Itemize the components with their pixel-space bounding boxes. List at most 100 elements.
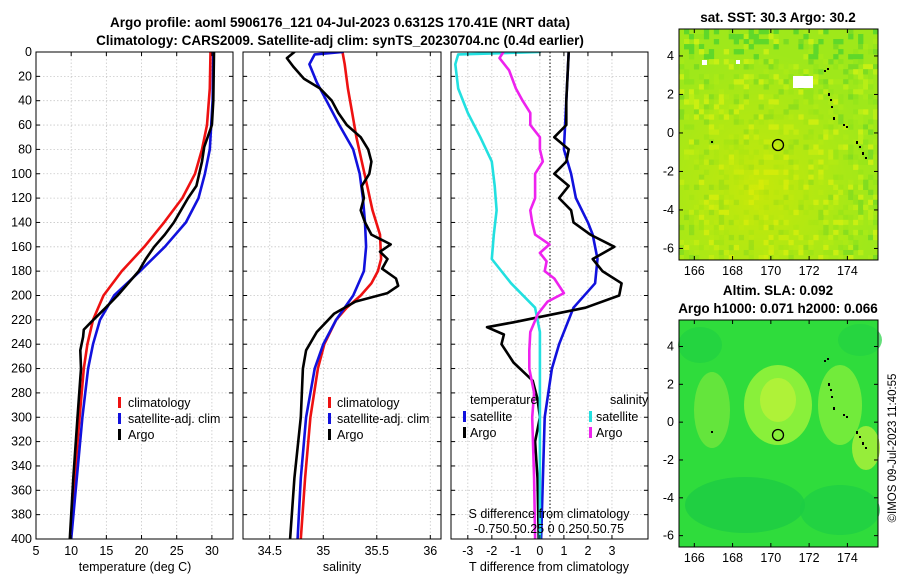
series-argo <box>285 52 400 539</box>
legend-swatch-s-argo <box>589 427 592 438</box>
depth-tick-label: 100 <box>11 167 32 181</box>
sst-missing-patch <box>793 76 813 88</box>
salinity-panel: 34.5 35 35.5 36 salinity climatology satell… <box>242 51 442 574</box>
temperature-grid <box>35 51 233 540</box>
legend-label-climatology: climatology <box>128 396 191 410</box>
map-y-tick-label: 4 <box>667 339 674 353</box>
map-y-tick-label: -2 <box>663 453 674 467</box>
salinity-xlabel: salinity <box>323 560 362 574</box>
legend-swatch-satellite <box>118 413 121 424</box>
legend-swatch-t-satellite <box>463 411 466 422</box>
map-x-tick-label: 166 <box>684 551 705 565</box>
x-tick-label: 30 <box>205 544 219 558</box>
legend-title-temperature: temperature <box>470 393 537 407</box>
map-y-tick-label: 2 <box>667 377 674 391</box>
map-x-tick-label: 172 <box>799 264 820 278</box>
x-tick-label: 0 <box>536 544 543 558</box>
legend-label-argo: Argo <box>128 428 154 442</box>
difference-lines <box>453 52 623 539</box>
depth-tick-label: 300 <box>11 410 32 424</box>
map-y-tick-label: 0 <box>667 415 674 429</box>
sla-coastline-islands <box>711 358 867 449</box>
legend-label-s-argo: Argo <box>596 426 622 440</box>
x-tick-label: 5 <box>33 544 40 558</box>
series-t-argo <box>485 52 623 539</box>
legend-title-salinity: salinity <box>610 393 649 407</box>
difference-top-axis-label: S difference from climatology <box>469 507 631 521</box>
x-tick-label: 34.5 <box>258 544 282 558</box>
difference-xlabel: T difference from climatology <box>469 560 630 574</box>
map-y-tick-label: 4 <box>667 49 674 63</box>
depth-tick-label: 380 <box>11 508 32 522</box>
legend-label-s-satellite: satellite <box>596 410 638 424</box>
x-tick-label: 20 <box>135 544 149 558</box>
salinity-grid <box>243 51 441 540</box>
series-climatology <box>69 52 212 539</box>
x-tick-label: -3 <box>462 544 473 558</box>
depth-tick-label: 60 <box>18 118 32 132</box>
map-y-tick-label: -6 <box>663 241 674 255</box>
title-line-2: Climatology: CARS2009. Satellite-adj cli… <box>96 33 584 48</box>
depth-tick-label: 240 <box>11 337 32 351</box>
map-x-tick-label: 166 <box>684 264 705 278</box>
sst-map-frame <box>678 28 879 261</box>
map-x-tick-label: 168 <box>722 551 743 565</box>
x-tick-label: 2 <box>584 544 591 558</box>
sst-map: sat. SST: 30.3 Argo: 30.2 166 168 170 172 17… <box>663 10 879 278</box>
sla-map-ticks: 166 168 170 172 174 4 2 0 -2 -4 -6 <box>663 320 878 565</box>
sst-missing-pixel <box>702 60 707 65</box>
x-tick-label: -1 <box>510 544 521 558</box>
x-tick-label: 15 <box>99 544 113 558</box>
map-y-tick-label: -2 <box>663 164 674 178</box>
series-climatology <box>299 52 383 539</box>
depth-tick-label: 180 <box>11 264 32 278</box>
depth-tick-label: 160 <box>11 240 32 254</box>
map-x-tick-label: 170 <box>760 264 781 278</box>
temperature-legend: climatology satellite-adj. clim Argo <box>118 396 220 442</box>
map-y-tick-label: 0 <box>667 126 674 140</box>
map-x-tick-label: 168 <box>722 264 743 278</box>
imos-watermark: ©IMOS 09-Jul-2023 11:40:55 <box>887 374 899 523</box>
depth-tick-label: 260 <box>11 362 32 376</box>
x-tick-label: 35.5 <box>365 544 389 558</box>
x-tick-label: 35 <box>316 544 330 558</box>
sst-map-ticks: 166 168 170 172 174 4 2 0 -2 -4 -6 <box>663 29 878 278</box>
salinity-ticks: 34.5 35 35.5 36 <box>243 51 441 558</box>
series-s-argo <box>498 52 566 539</box>
x-tick-label: 1 <box>560 544 567 558</box>
sla-map-title-2: Argo h1000: 0.071 h2000: 0.066 <box>678 301 878 316</box>
depth-tick-label: 340 <box>11 459 32 473</box>
difference-top-ticks: -0.750.50.25 0 0.250.50.75 <box>474 522 624 536</box>
map-y-tick-label: -4 <box>663 491 674 505</box>
sla-map-title-1: Altim. SLA: 0.092 <box>723 283 833 298</box>
temperature-xlabel: temperature (deg C) <box>79 560 192 574</box>
depth-tick-label: 320 <box>11 435 32 449</box>
sst-profile-marker <box>771 138 785 152</box>
sst-map-title: sat. SST: 30.3 Argo: 30.2 <box>700 10 856 25</box>
difference-ticks: -3 -2 -1 0 1 2 3 <box>451 51 648 558</box>
salinity-legend: climatology satellite-adj. clim Argo <box>328 396 429 442</box>
depth-tick-label: 80 <box>18 142 32 156</box>
difference-panel: -3 -2 -1 0 1 2 3 T difference from climatology… <box>450 51 649 574</box>
legend-swatch-argo-s <box>328 429 331 440</box>
x-tick-label: -2 <box>486 544 497 558</box>
depth-tick-label: 280 <box>11 386 32 400</box>
temperature-ticks: 0 20 40 60 80 100 120 140 160 180 200 220 240 260 280 3… <box>11 45 233 558</box>
x-tick-label: 3 <box>608 544 615 558</box>
sst-missing-pixel <box>736 60 740 64</box>
legend-swatch-t-argo <box>463 427 466 438</box>
legend-label-satellite: satellite-adj. clim <box>128 412 220 426</box>
sla-field-blobs <box>678 324 882 535</box>
x-tick-label: 25 <box>170 544 184 558</box>
map-x-tick-label: 170 <box>760 551 781 565</box>
depth-tick-label: 40 <box>18 94 32 108</box>
sst-coastline-islands <box>711 68 867 159</box>
sla-profile-marker <box>771 428 785 442</box>
depth-tick-label: 120 <box>11 191 32 205</box>
x-tick-label: 36 <box>423 544 437 558</box>
legend-label-t-argo: Argo <box>470 426 496 440</box>
legend-swatch-argo <box>118 429 121 440</box>
title-line-1: Argo profile: aoml 5906176_121 04-Jul-20… <box>110 15 570 30</box>
series-s-satellite <box>453 52 542 539</box>
legend-label-satellite-s: satellite-adj. clim <box>337 412 429 426</box>
